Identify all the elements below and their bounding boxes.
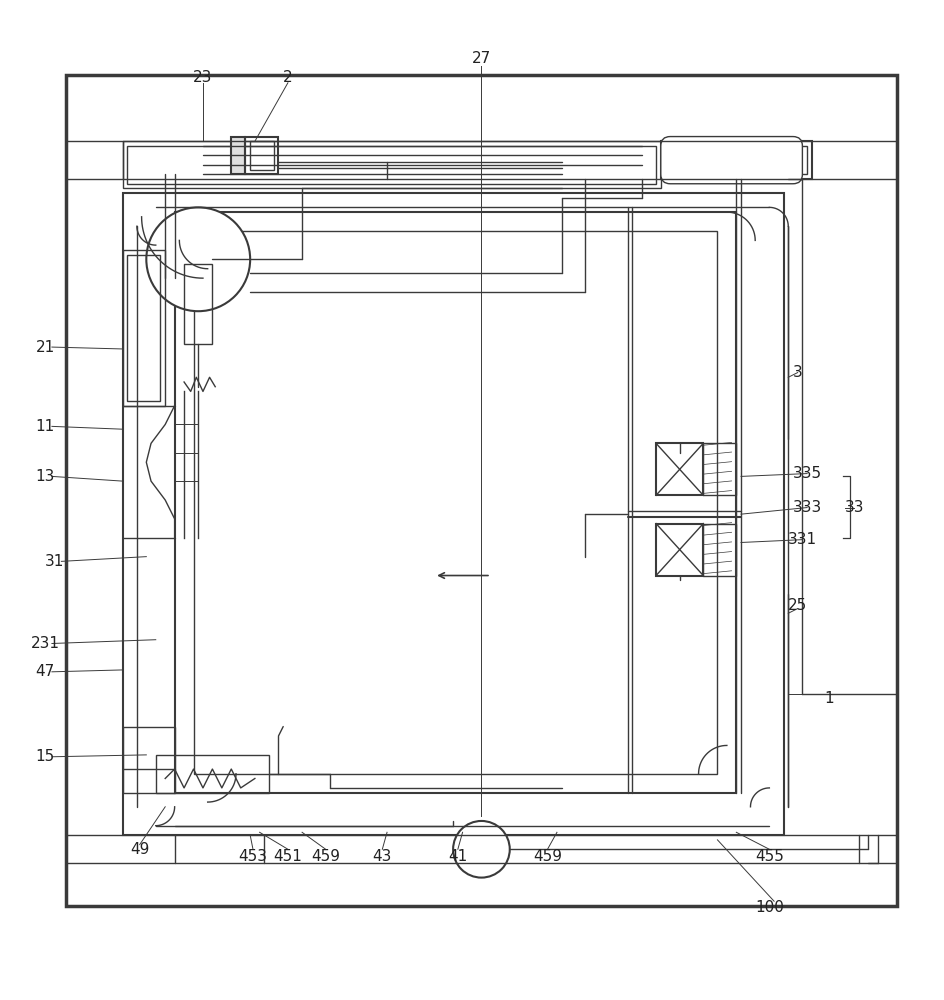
Bar	[703, 524, 736, 576]
Text: 2: 2	[283, 70, 293, 85]
Bar	[156, 755, 269, 793]
Text: 331: 331	[788, 532, 817, 547]
Text: 231: 231	[31, 636, 59, 651]
Bar	[250, 141, 274, 170]
Text: 333: 333	[793, 500, 821, 515]
Text: 100: 100	[755, 900, 784, 915]
Bar	[123, 727, 175, 793]
Bar	[245, 137, 278, 174]
Bar	[661, 141, 812, 179]
Text: 335: 335	[793, 466, 821, 481]
Text: 23: 23	[194, 70, 212, 85]
Circle shape	[146, 207, 250, 311]
Bar	[175, 212, 736, 793]
Bar	[656, 443, 703, 495]
Text: 31: 31	[45, 554, 64, 569]
Bar	[123, 193, 784, 835]
FancyBboxPatch shape	[661, 137, 802, 184]
Text: 1: 1	[824, 691, 834, 706]
Text: 459: 459	[312, 849, 340, 864]
Text: 459: 459	[533, 849, 562, 864]
Bar	[123, 141, 661, 188]
Bar	[127, 255, 160, 401]
Bar	[703, 443, 736, 495]
Text: 13: 13	[36, 469, 55, 484]
Bar	[666, 146, 807, 174]
Text: 15: 15	[36, 749, 55, 764]
Text: 47: 47	[36, 664, 55, 679]
Text: 43: 43	[373, 849, 392, 864]
Text: 41: 41	[448, 849, 467, 864]
Text: 453: 453	[239, 849, 267, 864]
Bar	[123, 250, 165, 406]
Text: 455: 455	[755, 849, 784, 864]
Text: 3: 3	[793, 365, 802, 380]
Text: 49: 49	[130, 842, 149, 857]
Bar	[66, 75, 897, 906]
Circle shape	[453, 821, 510, 878]
Text: 27: 27	[472, 51, 491, 66]
Bar	[127, 146, 656, 184]
Text: 33: 33	[845, 500, 864, 515]
Bar	[184, 264, 212, 344]
Text: 451: 451	[274, 849, 302, 864]
Text: 25: 25	[788, 598, 807, 613]
Text: 11: 11	[36, 419, 55, 434]
Bar	[231, 137, 245, 174]
Bar	[194, 231, 717, 774]
Text: 21: 21	[36, 340, 55, 355]
Bar	[656, 524, 703, 576]
